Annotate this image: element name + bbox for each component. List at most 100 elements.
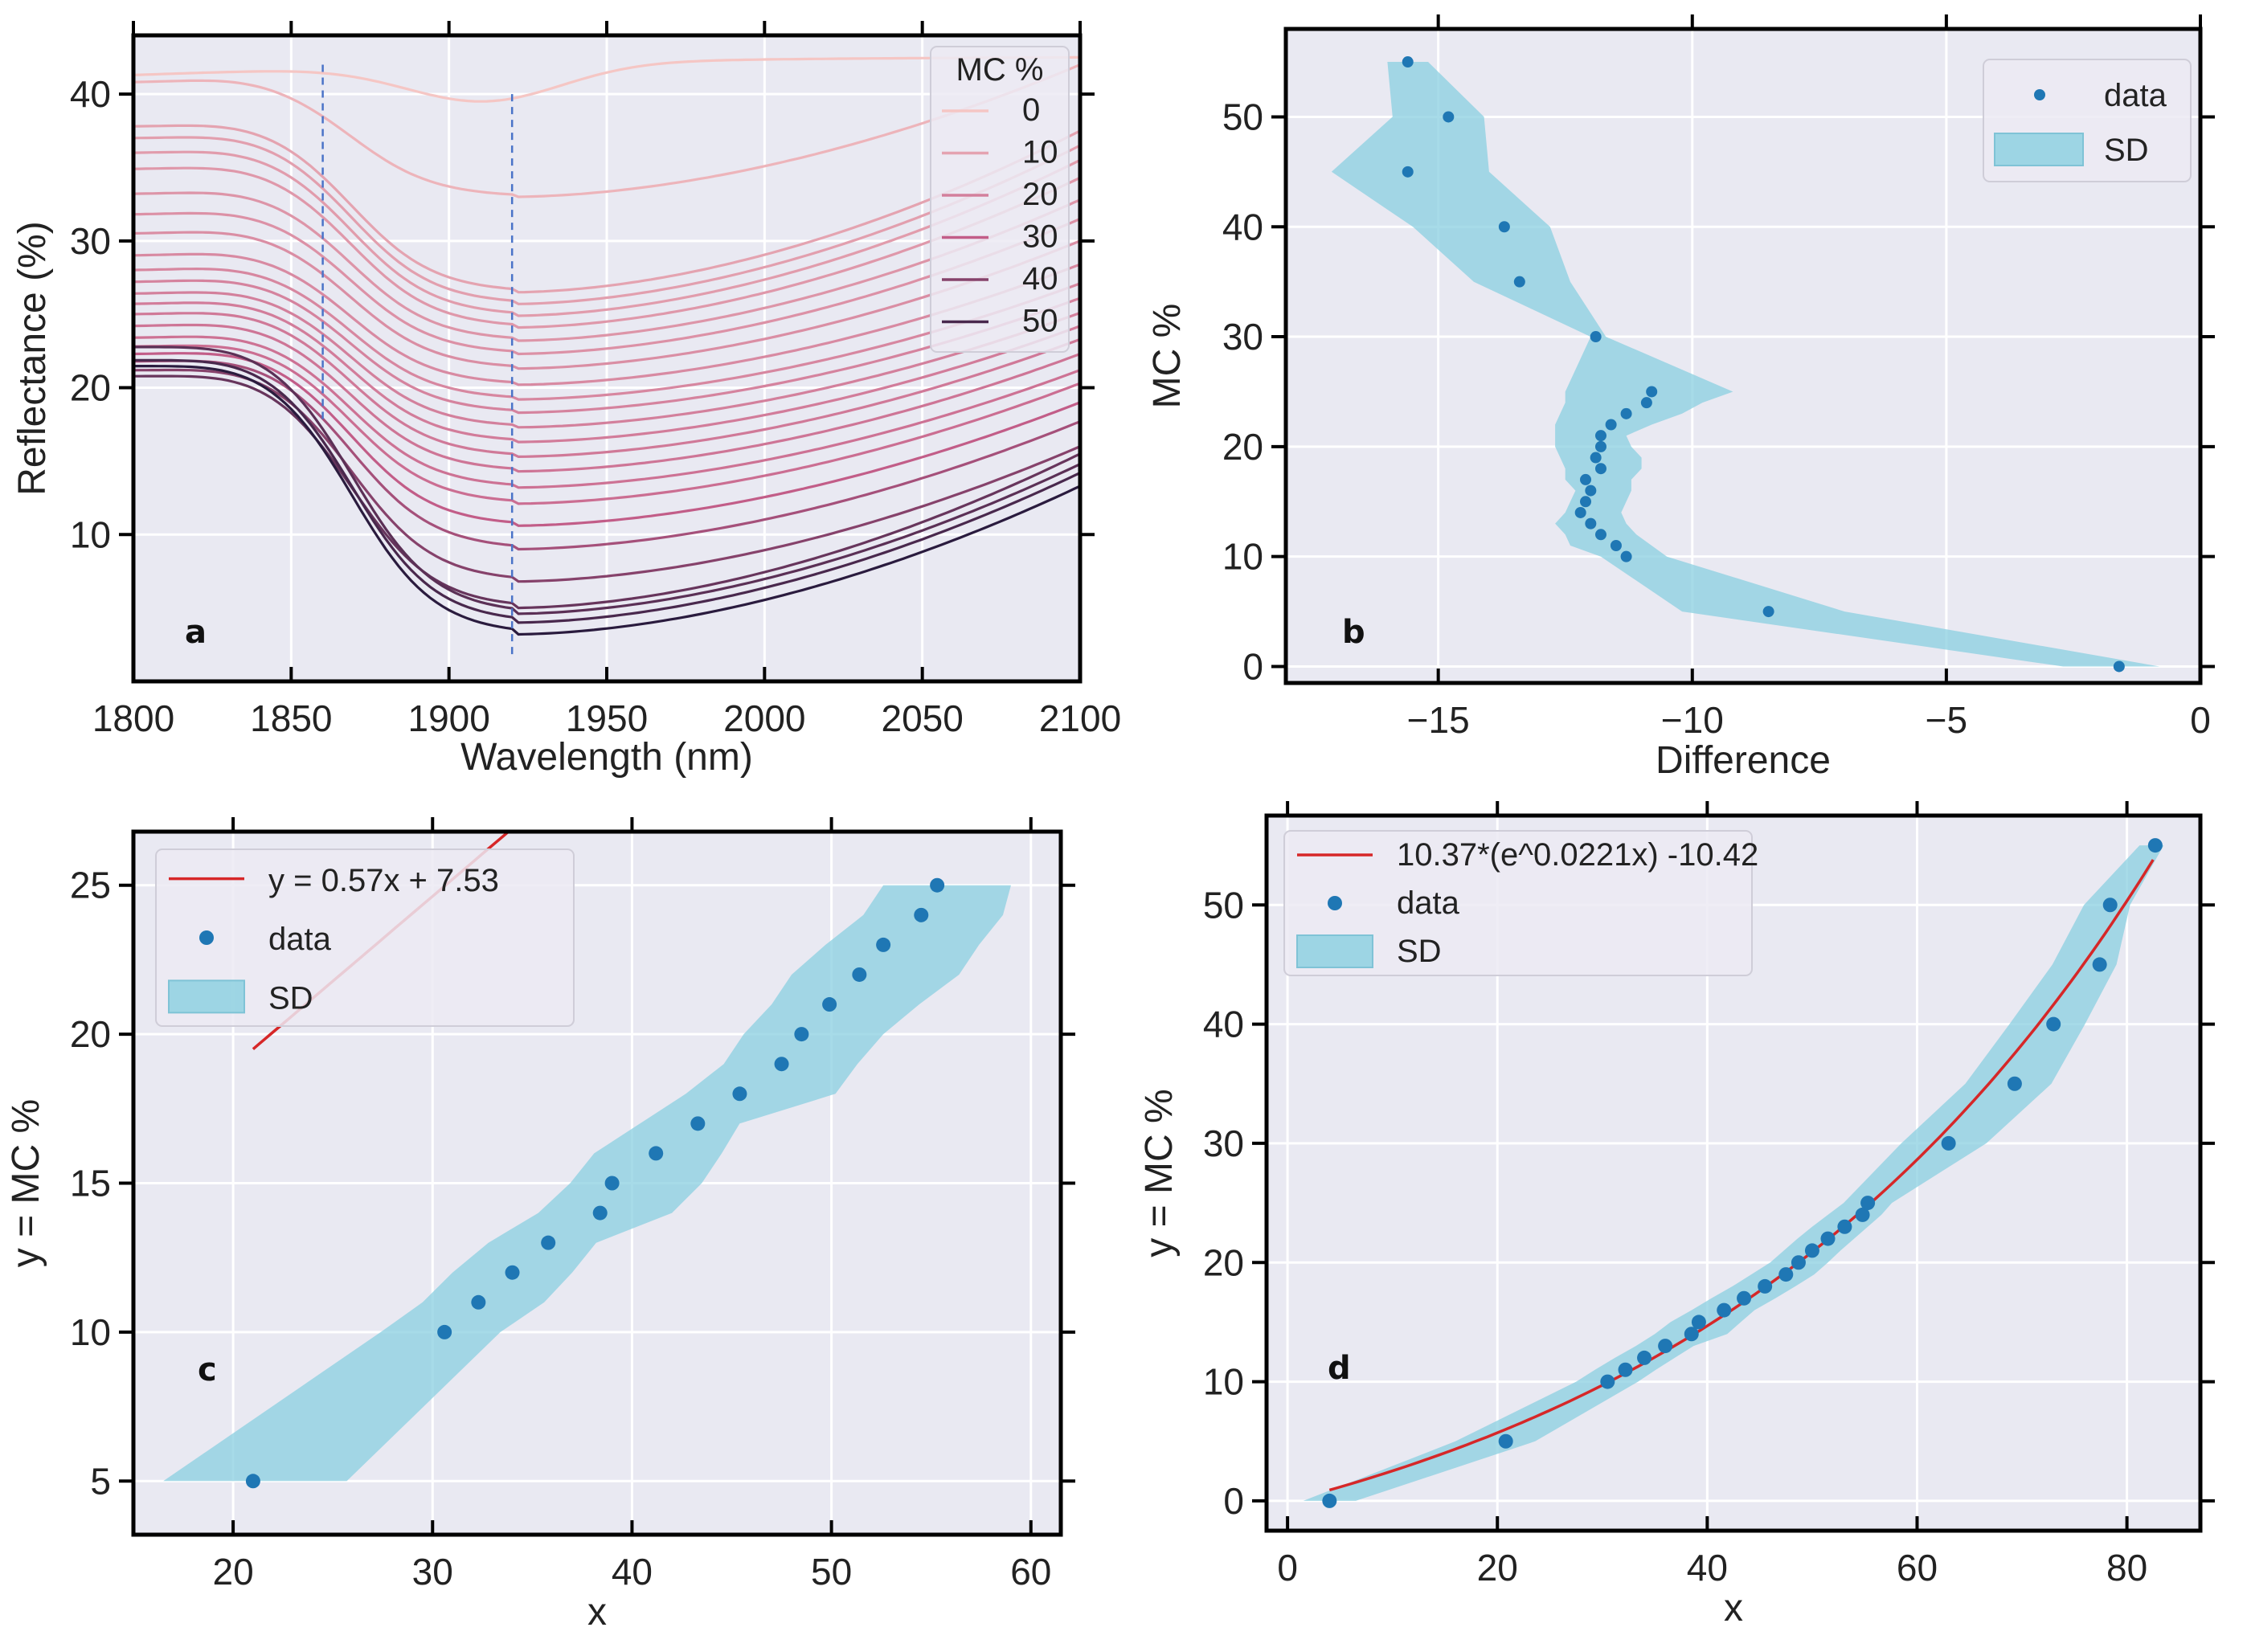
data-point	[1804, 1243, 1819, 1258]
legend-swatch	[1296, 934, 1373, 968]
spectrum-line	[133, 166, 1080, 329]
data-point	[1585, 517, 1597, 530]
x-tick-label: 20	[213, 1551, 254, 1593]
legend-label: 10	[1022, 135, 1058, 170]
data-point	[1860, 1196, 1876, 1211]
spectrum-line	[133, 352, 1080, 527]
data-point	[1941, 1135, 1956, 1151]
data-point	[1737, 1290, 1752, 1306]
legend: y = 0.57x + 7.53 data SD	[155, 848, 575, 1027]
spectrum-line	[133, 346, 1080, 615]
data-point	[1620, 550, 1632, 562]
data-point	[1590, 331, 1602, 343]
data-point	[1778, 1267, 1794, 1282]
x-tick-label: 50	[811, 1551, 852, 1593]
data-point	[1590, 452, 1602, 464]
spectrum-line	[133, 335, 1080, 489]
x-tick-label: 40	[1687, 1547, 1728, 1589]
tick-labels: −15 −10 −5 0 0 10 20 30 40 50	[1222, 96, 2211, 741]
legend-label: SD	[2104, 133, 2149, 168]
y-tick-label: 0	[1223, 1480, 1244, 1522]
x-tick-label: 2100	[1039, 697, 1121, 739]
data-point	[1443, 111, 1455, 123]
legend-label: SD	[1397, 934, 1442, 969]
legend-marker	[1328, 896, 1342, 910]
y-axis-label: Reflectance (%)	[11, 221, 54, 495]
data-point	[1610, 539, 1622, 551]
data-point	[1594, 430, 1606, 442]
spectrum-line	[133, 136, 1080, 305]
plot-area	[133, 35, 1080, 681]
data-point	[1820, 1231, 1836, 1246]
data-point	[2113, 660, 2125, 673]
spectrum-line	[133, 323, 1080, 473]
data-point	[1637, 1350, 1652, 1365]
ticks	[1252, 801, 2215, 1531]
data-point	[592, 1205, 608, 1221]
data-point	[1791, 1255, 1806, 1270]
x-axis-label: x	[587, 1591, 607, 1634]
panel-a: 1800 1850 1900 1950 2000 2050 210010203040Wave…	[11, 21, 1121, 779]
y-tick-label: 20	[70, 367, 111, 409]
plot-frame	[131, 33, 1083, 684]
tick-labels: 20 30 40 50 60 5 10 15 20 25	[70, 865, 1052, 1593]
tick-labels: 0 20 40 60 80 0 10 20 30 40 50	[1203, 884, 2147, 1589]
x-axis-label: x	[1724, 1587, 1743, 1630]
x-tick-label: −10	[1661, 699, 1724, 741]
x-tick-label: 2050	[881, 697, 963, 739]
data-point	[1402, 166, 1414, 178]
grid	[1286, 29, 2200, 683]
data-point	[1855, 1207, 1870, 1222]
spectrum-line	[133, 374, 1080, 610]
legend-swatch	[1994, 133, 2084, 166]
data-point	[822, 997, 837, 1012]
grid	[133, 35, 1080, 681]
data-point	[1580, 473, 1592, 485]
y-tick-label: 10	[70, 1311, 111, 1353]
y-tick-label: 10	[1222, 536, 1263, 578]
legend-title: MC %	[956, 52, 1044, 88]
legend: 10.37*(e^0.0221x) -10.42 data SD	[1283, 830, 1758, 976]
panel-d: 0 20 40 60 80 0 10 20 30 40 50 x y = MC % 10.37*(e^0.…	[1138, 801, 2215, 1630]
x-tick-label: 20	[1477, 1547, 1518, 1589]
panel-label: a	[185, 614, 207, 651]
legend-label: SD	[268, 980, 313, 1016]
data-point	[852, 967, 867, 982]
legend-label: 30	[1022, 219, 1058, 255]
data-point	[1594, 463, 1606, 475]
x-tick-label: −15	[1407, 699, 1470, 741]
x-axis-label: Wavelength (nm)	[460, 736, 753, 779]
x-tick-label: 0	[1277, 1547, 1298, 1589]
data-point	[1498, 221, 1510, 233]
y-tick-label: 10	[1203, 1361, 1244, 1403]
spectrum-line	[133, 55, 1080, 103]
y-tick-label: 5	[90, 1460, 111, 1502]
y-tick-label: 50	[1222, 96, 1263, 137]
spectrum-line	[133, 150, 1080, 317]
data-point	[1498, 1433, 1513, 1449]
data-points	[245, 877, 945, 1489]
data-point	[541, 1235, 556, 1250]
x-tick-label: 1900	[407, 697, 489, 739]
spectrum-line	[133, 267, 1080, 401]
data-point	[774, 1057, 789, 1072]
x-tick-label: 1850	[250, 697, 332, 739]
spectrum-line	[133, 301, 1080, 444]
legend-box	[155, 848, 575, 1027]
legend-marker	[2034, 89, 2045, 100]
legend: MC % 0 10 20 30 40 50	[930, 46, 1070, 353]
y-axis-label: y = MC %	[5, 1099, 47, 1267]
spectrum-line	[133, 358, 1080, 624]
legend-swatch	[168, 979, 245, 1014]
y-tick-label: 20	[70, 1013, 111, 1055]
spectrum-line	[133, 279, 1080, 415]
data-point	[437, 1324, 452, 1339]
data-point	[2046, 1016, 2061, 1032]
legend-label: 20	[1022, 177, 1058, 212]
sd-band	[1331, 62, 2160, 667]
panel-label: b	[1342, 614, 1365, 651]
data-point	[1620, 407, 1632, 419]
legend-marker	[199, 930, 214, 945]
